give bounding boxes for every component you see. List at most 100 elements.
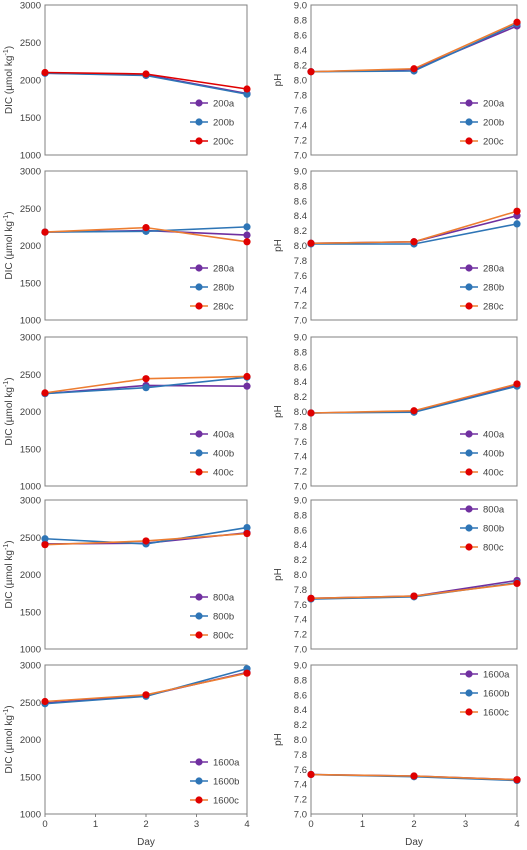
data-point-400c — [142, 375, 150, 383]
legend-label: 1600b — [213, 777, 239, 788]
y-tick-label: 8.8 — [294, 347, 307, 358]
y-tick-label: 9.0 — [294, 333, 307, 344]
plot-frame — [44, 4, 248, 156]
y-tick-label: 1000 — [20, 810, 41, 821]
legend-marker — [195, 777, 203, 785]
legend-marker — [195, 593, 203, 601]
y-tick-label: 7.2 — [294, 795, 307, 806]
x-tick-label: 0 — [42, 819, 47, 830]
data-point-1600c — [142, 691, 150, 699]
legend-label: 800c — [483, 543, 504, 554]
series-line-200b — [310, 23, 518, 73]
y-tick-label: 1000 — [20, 151, 41, 162]
legend-marker — [465, 524, 473, 532]
y-tick-label: 8.0 — [294, 241, 307, 252]
legend-label: 280c — [213, 302, 234, 313]
data-point-200c — [307, 68, 315, 76]
data-point-400c — [410, 407, 418, 415]
legend-marker — [465, 505, 473, 513]
data-point-400b — [142, 384, 150, 392]
legend-label: 800a — [213, 593, 235, 604]
data-point-280c — [410, 238, 418, 246]
legend-marker — [195, 302, 203, 310]
plot-frame — [44, 664, 248, 815]
legend-marker — [195, 612, 203, 620]
y-tick-label: 8.2 — [294, 61, 307, 72]
legend-marker — [465, 118, 473, 126]
legend-marker — [465, 689, 473, 697]
data-point-280b — [243, 223, 251, 231]
data-point-1600c — [410, 772, 418, 780]
panel-ph-800: 7.0 7.2 7.4 7.6 7.8 8.0 8.2 8.4 8.6 8.8 9.0 pH 800a 8… — [273, 496, 521, 656]
data-point-400c — [41, 389, 49, 397]
legend-marker — [195, 796, 203, 804]
legend-marker — [195, 758, 203, 766]
plot-frame — [44, 170, 248, 321]
y-tick-label: 8.4 — [294, 46, 307, 57]
y-tick-label: 7.8 — [294, 256, 307, 267]
y-tick-label: 8.0 — [294, 735, 307, 746]
y-tick-label: 8.0 — [294, 570, 307, 581]
y-tick-label: 2500 — [20, 370, 41, 381]
y-tick-label: 8.2 — [294, 720, 307, 731]
y-tick-label: 8.6 — [294, 31, 307, 42]
y-tick-label: 8.2 — [294, 392, 307, 403]
legend-label: 800b — [213, 612, 234, 623]
data-point-800c — [307, 594, 315, 602]
y-tick-label: 7.4 — [294, 780, 307, 791]
data-point-400c — [307, 409, 315, 417]
y-tick-label: 9.0 — [294, 1, 307, 12]
legend-label: 280c — [483, 302, 504, 313]
y-tick-label: 2500 — [20, 204, 41, 215]
x-tick-label: 4 — [244, 819, 249, 830]
x-axis-label: Day — [137, 837, 155, 848]
legend-marker — [465, 543, 473, 551]
data-point-280c — [243, 238, 251, 246]
y-tick-label: 8.6 — [294, 196, 307, 207]
y-tick-label: 7.4 — [294, 615, 307, 626]
data-point-800b — [41, 535, 49, 543]
legend-marker — [465, 449, 473, 457]
legend-marker — [195, 449, 203, 457]
panel-ph-400: 7.0 7.2 7.4 7.6 7.8 8.0 8.2 8.4 8.6 8.8 9.0 pH 400a 4… — [273, 333, 521, 493]
legend-label: 200a — [483, 99, 505, 110]
data-point-280b — [513, 220, 521, 228]
y-tick-label: 7.2 — [294, 467, 307, 478]
legend-marker — [195, 264, 203, 272]
legend-label: 1600c — [213, 796, 239, 807]
y-axis-label: pH — [273, 733, 284, 746]
legend-label: 280a — [483, 264, 505, 275]
data-point-200c — [243, 85, 251, 93]
y-tick-label: 7.6 — [294, 437, 307, 448]
y-tick-label: 7.6 — [294, 271, 307, 282]
y-tick-label: 7.2 — [294, 301, 307, 312]
x-tick-label: 0 — [308, 819, 313, 830]
y-tick-label: 3000 — [20, 496, 41, 507]
legend-label: 400a — [483, 430, 505, 441]
y-axis-label: pH — [273, 239, 284, 252]
data-point-280a — [243, 231, 251, 239]
legend-label: 1600c — [483, 708, 509, 719]
y-tick-label: 1000 — [20, 645, 41, 656]
legend-marker — [465, 99, 473, 107]
y-axis-label: pH — [273, 568, 284, 581]
legend-label: 800b — [483, 524, 504, 535]
y-tick-label: 7.0 — [294, 645, 307, 656]
legend-label: 400b — [213, 449, 234, 460]
chart-panels: 1000 1500 2000 2500 3000 DIC (µmol kg-1) 200a 2… — [3, 1, 521, 848]
data-point-280c — [307, 239, 315, 247]
y-tick-label: 2000 — [20, 76, 41, 87]
legend-label: 400b — [483, 449, 504, 460]
y-tick-label: 2000 — [20, 241, 41, 252]
legend-label: 1600a — [213, 758, 240, 769]
y-tick-label: 8.4 — [294, 377, 307, 388]
x-tick-label: 1 — [93, 819, 98, 830]
data-point-1600c — [307, 770, 315, 779]
y-tick-label: 8.8 — [294, 16, 307, 27]
y-tick-label: 8.2 — [294, 555, 307, 566]
data-point-800c — [410, 592, 418, 600]
plot-frame — [310, 4, 518, 156]
legend-marker — [195, 468, 203, 476]
data-point-800c — [142, 537, 150, 545]
